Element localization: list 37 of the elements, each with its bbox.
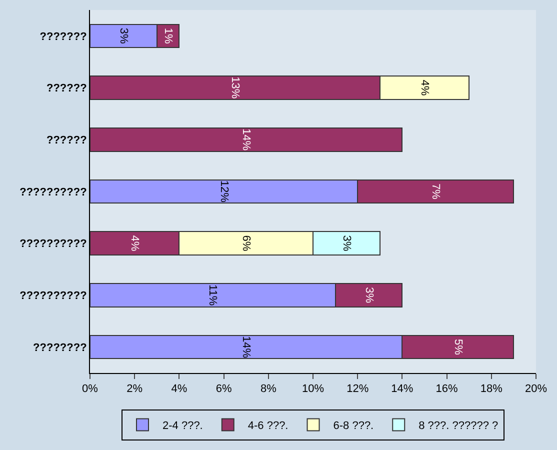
data-label: 12%: [218, 180, 230, 203]
data-label: 7%: [430, 183, 442, 200]
x-tick-label: 4%: [171, 383, 188, 396]
x-tick-label: 20%: [524, 383, 548, 396]
y-tick-label: ??????????: [20, 238, 88, 250]
x-tick-label: 14%: [391, 383, 414, 396]
y-tick-label: ??????????: [20, 290, 88, 302]
bar: [90, 127, 403, 152]
data-label: 4%: [418, 80, 430, 96]
data-label: 1%: [162, 28, 174, 44]
legend-label: 2-4 ???.: [162, 420, 203, 432]
x-tick-label: 2%: [126, 383, 143, 396]
legend-label: 6-8 ???.: [333, 420, 374, 432]
y-tick-label: ???????: [40, 30, 88, 43]
data-label: 5%: [452, 339, 464, 356]
data-label: 3%: [117, 28, 130, 44]
data-label: 14%: [240, 336, 252, 358]
x-tick-label: 10%: [302, 383, 324, 396]
data-label: 6%: [240, 235, 252, 252]
x-tick-label: 16%: [436, 383, 458, 396]
x-tick-label: 18%: [480, 383, 503, 396]
legend-label: 8 ???. ?????? ?: [418, 420, 498, 432]
data-label: 14%: [240, 128, 252, 151]
y-tick-label: ????????: [33, 342, 88, 354]
data-label: 13%: [228, 76, 241, 99]
x-tick-label: 6%: [216, 383, 232, 396]
data-label: 3%: [362, 287, 375, 304]
x-tick-label: 8%: [260, 383, 277, 396]
y-tick-label: ??????????: [20, 186, 88, 198]
data-label: 11%: [206, 284, 219, 306]
legend-label: 4-6 ???.: [248, 420, 288, 432]
data-label: 4%: [128, 235, 141, 252]
x-tick-label: 0%: [82, 383, 98, 396]
y-tick-label: ??????: [46, 82, 88, 95]
x-tick-label: 12%: [346, 383, 369, 396]
y-tick-label: ??????: [46, 134, 88, 146]
data-label: 3%: [340, 235, 352, 252]
